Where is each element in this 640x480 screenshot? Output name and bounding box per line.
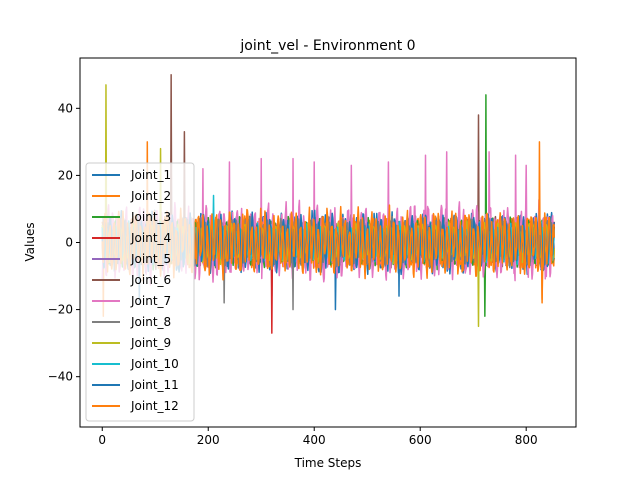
y-tick-label: 0: [65, 236, 73, 250]
legend-entry: Joint_8: [130, 315, 171, 329]
chart-title: joint_vel - Environment 0: [239, 38, 415, 54]
legend-entry: Joint_11: [130, 378, 179, 392]
y-tick-label: 40: [58, 101, 73, 115]
legend-entry: Joint_2: [130, 189, 171, 203]
legend-entry: Joint_1: [130, 168, 171, 182]
x-axis: 0 200 400 600 800: [98, 427, 538, 447]
legend-entry: Joint_12: [130, 399, 179, 413]
legend-entry: Joint_4: [130, 231, 171, 245]
x-axis-label: Time Steps: [294, 456, 362, 470]
legend-entry: Joint_10: [130, 357, 179, 371]
y-tick-label: 20: [58, 168, 73, 182]
legend-entry: Joint_9: [130, 336, 171, 350]
y-tick-label: −40: [48, 370, 73, 384]
legend-entry: Joint_3: [130, 210, 171, 224]
x-tick-label: 400: [303, 433, 326, 447]
legend-box: [85, 162, 195, 422]
x-tick-label: 0: [98, 433, 106, 447]
x-tick-label: 600: [409, 433, 432, 447]
y-axis: −40 −20 0 20 40: [48, 101, 80, 384]
legend-entry: Joint_5: [130, 252, 171, 266]
legend-entry: Joint_6: [130, 273, 171, 287]
legend: Joint_1 Joint_2 Joint_3 Joint_4 Joint_5 Joint…: [85, 162, 195, 422]
y-tick-label: −20: [48, 303, 73, 317]
y-axis-label: Values: [23, 222, 37, 261]
x-tick-label: 800: [515, 433, 538, 447]
x-tick-label: 200: [197, 433, 220, 447]
legend-entry: Joint_7: [130, 294, 171, 308]
